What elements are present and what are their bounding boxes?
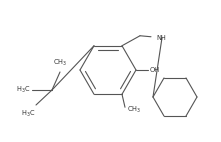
Text: CH$_3$: CH$_3$ — [53, 58, 67, 68]
Text: CH$_3$: CH$_3$ — [127, 105, 141, 115]
Text: OH: OH — [150, 67, 160, 73]
Text: H$_3$C: H$_3$C — [16, 85, 30, 95]
Text: H$_3$C: H$_3$C — [21, 109, 35, 119]
Text: NH: NH — [156, 35, 166, 41]
